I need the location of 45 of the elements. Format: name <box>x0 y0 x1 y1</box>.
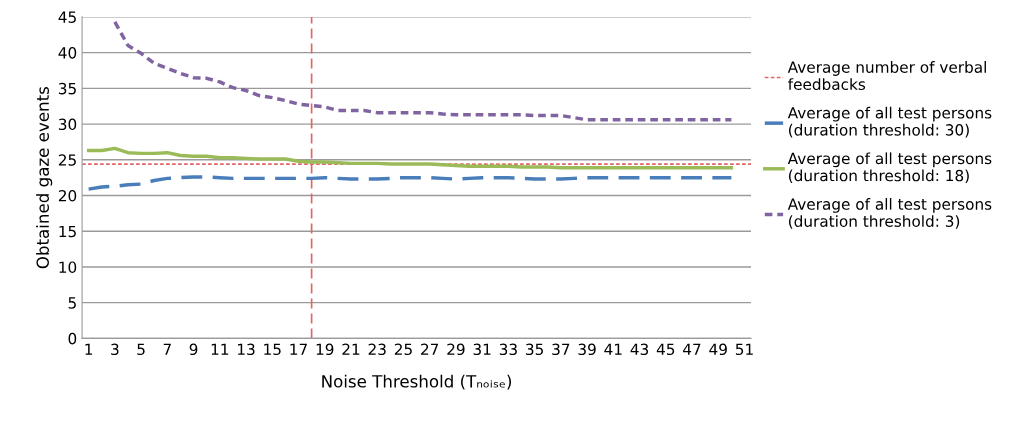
legend-label: Average of all test persons (duration threshold: 3) <box>787 198 992 229</box>
legend-label: Average number of verbal feedbacks <box>787 61 986 91</box>
x-tick-label: 39 <box>578 343 596 356</box>
x-tick-label: 11 <box>211 343 229 355</box>
x-tick-label: 13 <box>238 343 255 356</box>
line-series <box>113 20 734 122</box>
x-tick-label: 33 <box>499 343 517 356</box>
x-tick-label: 45 <box>656 343 675 356</box>
y-tick-label: 25 <box>58 154 76 166</box>
x-tick-label: 1 <box>85 343 93 355</box>
x-tick-label: 51 <box>735 343 753 356</box>
legend-label: Average of all test persons (duration threshold: 18) <box>787 152 992 184</box>
legend-label: Average of all test persons (duration threshold: 30) <box>787 106 992 138</box>
x-tick-label: 35 <box>526 343 543 356</box>
x-tick-label: 43 <box>630 343 649 356</box>
x-axis-title: Noise Threshold (Tₙₒᵢₛₑ) <box>322 374 512 390</box>
x-tick-label: 7 <box>163 343 171 355</box>
line-series <box>86 146 734 170</box>
x-tick-label: 21 <box>342 343 360 355</box>
x-tick-label: 5 <box>137 343 145 356</box>
x-tick-label: 15 <box>264 343 281 356</box>
y-tick-label: 15 <box>59 225 76 238</box>
x-tick-label: 19 <box>316 343 334 356</box>
x-tick-label: 47 <box>683 343 701 355</box>
x-tick-label: 9 <box>189 343 198 356</box>
x-tick-label: 17 <box>290 343 307 355</box>
x-tick-label: 31 <box>473 343 491 356</box>
x-tick-label: 27 <box>421 343 439 355</box>
y-tick-label: 0 <box>68 332 77 345</box>
x-tick-label: 49 <box>709 343 727 356</box>
x-tick-label: 23 <box>368 343 386 356</box>
line-series <box>86 175 734 191</box>
y-tick-label: 20 <box>58 189 77 202</box>
y-tick-label: 45 <box>58 11 76 23</box>
x-tick-label: 3 <box>111 343 119 356</box>
x-tick-label: 29 <box>447 343 465 356</box>
x-tick-label: 41 <box>604 343 622 355</box>
y-tick-label: 40 <box>58 47 77 59</box>
y-tick-label: 35 <box>58 82 76 95</box>
x-tick-label: 25 <box>394 343 412 356</box>
y-tick-label: 30 <box>58 118 77 131</box>
x-tick-label: 37 <box>552 343 570 356</box>
y-tick-label: 10 <box>59 261 77 273</box>
y-axis-title: Obtained gaze events <box>36 86 53 269</box>
y-tick-label: 5 <box>68 297 76 309</box>
